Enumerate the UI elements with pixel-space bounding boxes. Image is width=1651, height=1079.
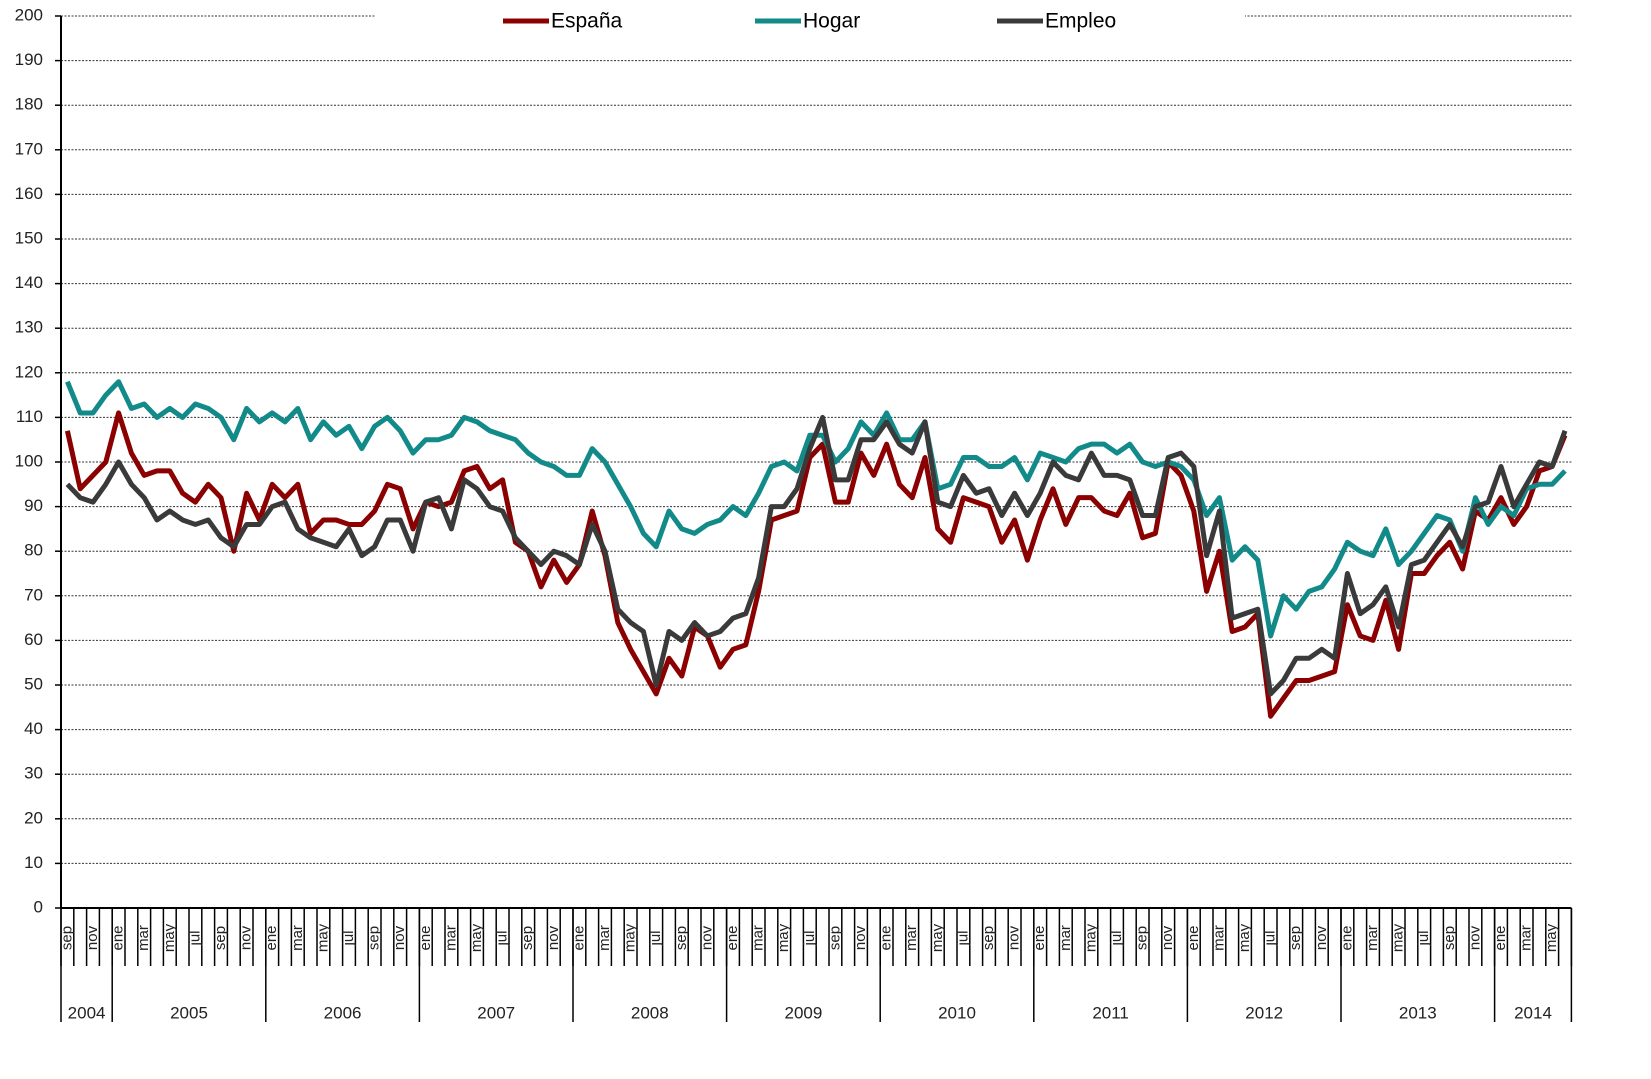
x-tick-label: may [622, 923, 639, 952]
x-tick-label: ene [1492, 925, 1509, 950]
x-tick-label: ene [263, 925, 280, 950]
year-label: 2012 [1245, 1003, 1283, 1022]
year-label: 2005 [170, 1003, 208, 1022]
x-tick-label: may [1390, 923, 1407, 952]
x-tick-label: sep [826, 926, 843, 950]
x-tick-label: jul [954, 930, 971, 946]
x-tick-label: mar [442, 925, 459, 951]
year-label: 2008 [631, 1003, 669, 1022]
y-tick-label: 20 [24, 808, 43, 827]
y-tick-label: 160 [15, 184, 43, 203]
x-tick-label: may [314, 923, 331, 952]
y-tick-label: 190 [15, 50, 43, 69]
x-tick-label: sep [1441, 926, 1458, 950]
y-tick-label: 170 [15, 139, 43, 158]
x-tick-label: ene [724, 925, 741, 950]
year-label: 2011 [1092, 1003, 1129, 1022]
y-tick-label: 10 [24, 853, 43, 872]
year-label: 2009 [784, 1003, 822, 1022]
x-tick-label: sep [673, 926, 690, 950]
year-label: 2006 [324, 1003, 362, 1022]
x-tick-label: mar [289, 925, 306, 951]
y-tick-label: 110 [16, 407, 43, 426]
x-tick-label: nov [852, 925, 869, 950]
legend-label: España [551, 10, 623, 33]
y-tick-label: 180 [15, 95, 43, 114]
legend-label: Empleo [1045, 10, 1116, 33]
series-line [65, 414, 1568, 697]
x-tick-label: jul [186, 930, 203, 946]
x-tick-label: mar [1364, 925, 1381, 951]
x-tick-label: sep [1134, 926, 1151, 950]
x-tick-label: may [1082, 923, 1099, 952]
x-tick-label: mar [1210, 925, 1227, 951]
x-tick-label: ene [878, 925, 895, 950]
x-tick-label: sep [980, 926, 997, 950]
y-tick-label: 50 [24, 674, 43, 693]
x-tick-label: sep [58, 926, 75, 950]
y-tick-label: 40 [24, 719, 43, 738]
x-tick-label: mar [596, 925, 613, 951]
x-tick-label: jul [340, 930, 357, 946]
x-tick-label: may [929, 923, 946, 952]
x-tick-label: sep [212, 926, 229, 950]
y-tick-label: 0 [34, 897, 43, 916]
x-tick-label: nov [698, 925, 715, 950]
x-tick-label: nov [84, 925, 101, 950]
x-tick-label: may [468, 923, 485, 952]
x-tick-label: ene [1185, 925, 1202, 950]
y-tick-label: 60 [24, 630, 43, 649]
x-tick-label: ene [1338, 925, 1355, 950]
x-tick-label: ene [570, 925, 587, 950]
x-tick-label: ene [417, 925, 434, 950]
y-tick-label: 90 [24, 496, 43, 515]
x-tick-label: may [775, 923, 792, 952]
x-tick-label: jul [801, 930, 818, 946]
y-tick-label: 30 [24, 764, 43, 783]
x-tick-label: nov [1466, 925, 1483, 950]
series-line [65, 379, 1567, 639]
year-label: 2013 [1399, 1003, 1437, 1022]
x-tick-label: jul [1108, 930, 1125, 946]
year-label: 2004 [68, 1003, 106, 1022]
x-tick-label: ene [110, 925, 127, 950]
x-tick-label: mar [1057, 925, 1074, 951]
x-tick-label: nov [1159, 925, 1176, 950]
x-tick-label: mar [1518, 925, 1535, 951]
x-tick-label: nov [1313, 925, 1330, 950]
legend-label: Hogar [803, 10, 860, 33]
y-tick-label: 140 [15, 273, 43, 292]
y-tick-label: 130 [15, 318, 43, 337]
y-tick-label: 70 [24, 585, 43, 604]
x-tick-label: nov [238, 925, 255, 950]
x-tick-label: ene [1031, 925, 1048, 950]
y-tick-label: 150 [15, 228, 43, 247]
y-tick-label: 80 [24, 541, 43, 560]
x-tick-label: sep [1287, 926, 1304, 950]
x-tick-label: jul [647, 930, 664, 946]
x-tick-label: may [1236, 923, 1253, 952]
x-tick-label: sep [366, 926, 383, 950]
year-label: 2007 [477, 1003, 515, 1022]
series-line [64, 410, 1568, 719]
y-tick-label: 200 [15, 5, 43, 24]
x-tick-label: may [1543, 923, 1560, 952]
y-tick-label: 100 [15, 451, 43, 470]
x-tick-label: nov [545, 925, 562, 950]
year-label: 2010 [938, 1003, 976, 1022]
x-tick-label: mar [750, 925, 767, 951]
x-tick-label: mar [135, 925, 152, 951]
year-label: 2014 [1514, 1003, 1552, 1022]
x-tick-label: nov [1006, 925, 1023, 950]
x-tick-label: jul [1415, 930, 1432, 946]
x-tick-label: jul [494, 930, 511, 946]
x-tick-label: may [161, 923, 178, 952]
x-tick-label: jul [1262, 930, 1279, 946]
x-tick-label: mar [903, 925, 920, 951]
x-tick-label: nov [391, 925, 408, 950]
y-tick-label: 120 [15, 362, 43, 381]
x-tick-label: sep [519, 926, 536, 950]
